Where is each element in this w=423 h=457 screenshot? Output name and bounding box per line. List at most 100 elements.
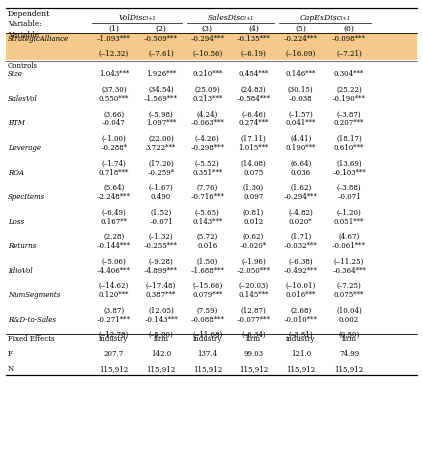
- Text: –0.492***: –0.492***: [284, 266, 318, 275]
- Text: –0.010***: –0.010***: [284, 316, 318, 324]
- Text: (0.50): (0.50): [338, 331, 360, 339]
- Text: 0.097: 0.097: [243, 193, 264, 201]
- Text: (‒7.61): (‒7.61): [148, 49, 174, 58]
- Text: –0.098***: –0.098***: [332, 35, 366, 43]
- Text: 0.213***: 0.213***: [192, 95, 222, 103]
- Text: –0.077***: –0.077***: [236, 316, 270, 324]
- Text: (30.15): (30.15): [288, 86, 313, 94]
- Text: (‒16.09): (‒16.09): [286, 49, 316, 58]
- Text: 0.051***: 0.051***: [334, 218, 364, 226]
- Text: (–4.82): (–4.82): [288, 208, 313, 217]
- Text: (37.30): (37.30): [101, 86, 126, 94]
- Text: (18.17): (18.17): [336, 135, 362, 143]
- Text: –0.071: –0.071: [337, 193, 361, 201]
- Text: (‒11.25): (‒11.25): [334, 258, 364, 266]
- Text: (1): (1): [108, 25, 119, 32]
- Text: (‒14.62): (‒14.62): [99, 282, 129, 290]
- Text: (25.09): (25.09): [195, 86, 220, 94]
- Text: 0.718***: 0.718***: [99, 169, 129, 176]
- Text: –0.032***: –0.032***: [284, 242, 318, 250]
- Text: firm: firm: [154, 335, 169, 343]
- Text: (4.67): (4.67): [338, 233, 360, 241]
- Text: (3): (3): [202, 25, 213, 32]
- Text: 3.722***: 3.722***: [146, 144, 176, 152]
- Text: (‒15.66): (‒15.66): [192, 282, 222, 290]
- Text: –0.135***: –0.135***: [236, 35, 270, 43]
- Text: –4.899***: –4.899***: [144, 266, 178, 275]
- Text: (3.66): (3.66): [103, 111, 124, 118]
- Text: 1.015***: 1.015***: [238, 144, 269, 152]
- Text: (–1.96): (–1.96): [241, 258, 266, 266]
- Text: (17.11): (17.11): [241, 135, 266, 143]
- Text: 142.0: 142.0: [151, 350, 171, 358]
- Text: firm: firm: [342, 335, 357, 343]
- Text: –0.255***: –0.255***: [144, 242, 178, 250]
- Text: 0.036: 0.036: [291, 169, 311, 176]
- Text: (34.54): (34.54): [148, 86, 174, 94]
- Text: (–7.25): (–7.25): [337, 282, 362, 290]
- Text: 0.075***: 0.075***: [334, 291, 364, 299]
- Text: N: N: [8, 365, 14, 373]
- Text: 1.043***: 1.043***: [99, 70, 129, 79]
- Text: –0.271***: –0.271***: [97, 316, 131, 324]
- Text: (0.81): (0.81): [243, 208, 264, 217]
- Text: (22.00): (22.00): [148, 135, 174, 143]
- Text: 0.002: 0.002: [339, 316, 359, 324]
- Text: (‒12.32): (‒12.32): [99, 49, 129, 58]
- Text: 137.4: 137.4: [197, 350, 217, 358]
- Text: Controls: Controls: [8, 62, 38, 70]
- Text: –0.716***: –0.716***: [190, 193, 224, 201]
- Text: Variable: Variable: [8, 31, 39, 39]
- Text: (5.64): (5.64): [103, 184, 124, 192]
- Text: –0.071: –0.071: [149, 218, 173, 226]
- Text: (‒6.19): (‒6.19): [241, 49, 266, 58]
- Text: 115,912: 115,912: [286, 365, 316, 373]
- Text: (5): (5): [295, 25, 306, 32]
- Text: (6.64): (6.64): [290, 159, 311, 167]
- Text: 0.075: 0.075: [243, 169, 264, 176]
- Text: –0.063***: –0.063***: [190, 119, 224, 128]
- Text: 115,912: 115,912: [239, 365, 268, 373]
- Text: (1.30): (1.30): [243, 184, 264, 192]
- Text: (‒10.56): (‒10.56): [192, 49, 222, 58]
- Text: BTM: BTM: [8, 119, 25, 128]
- Text: 0.190***: 0.190***: [286, 144, 316, 152]
- Text: (2): (2): [156, 25, 167, 32]
- Text: (–5.52): (–5.52): [195, 159, 220, 167]
- Text: (13.69): (13.69): [336, 159, 362, 167]
- Text: –0.190***: –0.190***: [332, 95, 366, 103]
- Text: 0.210***: 0.210***: [192, 70, 222, 79]
- Text: –1.569***: –1.569***: [144, 95, 178, 103]
- Text: (–1.32): (–1.32): [149, 233, 173, 241]
- Text: (–1.67): (–1.67): [149, 184, 173, 192]
- Text: (17.20): (17.20): [148, 159, 174, 167]
- Text: (–5.00): (–5.00): [149, 331, 173, 339]
- Text: 0.146***: 0.146***: [286, 70, 316, 79]
- Text: 0.120***: 0.120***: [99, 291, 129, 299]
- Text: (4.24): (4.24): [197, 111, 218, 118]
- Text: –4.406***: –4.406***: [97, 266, 131, 275]
- Text: StrategicAlliance: StrategicAlliance: [8, 35, 69, 43]
- Text: –0.584***: –0.584***: [236, 95, 270, 103]
- Text: 0.167**: 0.167**: [100, 218, 127, 226]
- Text: –0.364***: –0.364***: [332, 266, 366, 275]
- Text: (7.59): (7.59): [197, 307, 218, 314]
- Text: (1.52): (1.52): [151, 208, 172, 217]
- Text: 0.274***: 0.274***: [238, 119, 269, 128]
- Text: 0.550***: 0.550***: [99, 95, 129, 103]
- Text: (7.76): (7.76): [197, 184, 218, 192]
- Text: (–4.26): (–4.26): [195, 135, 220, 143]
- Text: (12.05): (12.05): [148, 307, 174, 314]
- Text: 0.079***: 0.079***: [192, 291, 222, 299]
- Text: (–6.46): (–6.46): [241, 111, 266, 118]
- Text: –0.143***: –0.143***: [144, 316, 178, 324]
- Text: (–5.98): (–5.98): [149, 111, 173, 118]
- Text: 99.03: 99.03: [244, 350, 264, 358]
- Text: –0.144***: –0.144***: [97, 242, 131, 250]
- Text: (5.72): (5.72): [197, 233, 218, 241]
- Text: industry: industry: [192, 335, 222, 343]
- Text: (3.87): (3.87): [103, 307, 124, 314]
- Text: (6): (6): [343, 25, 354, 32]
- Text: (–3.87): (–3.87): [337, 111, 361, 118]
- Text: –0.509***: –0.509***: [144, 35, 178, 43]
